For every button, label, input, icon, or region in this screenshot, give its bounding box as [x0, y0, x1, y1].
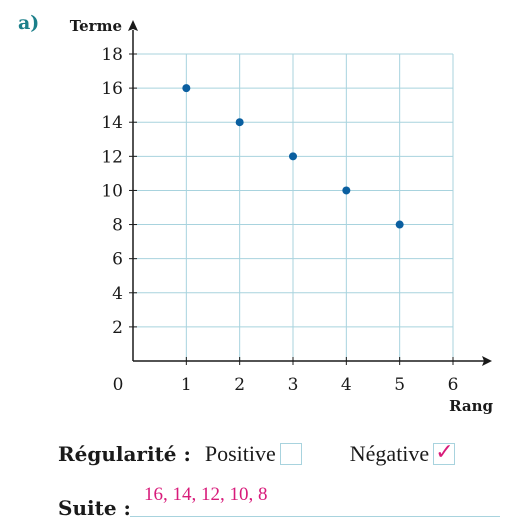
- y-tick-label: 2: [112, 318, 123, 338]
- y-tick-label: 8: [112, 216, 123, 236]
- negative-checkbox[interactable]: ✓: [433, 440, 456, 465]
- data-point: [289, 152, 297, 161]
- regularity-row: Régularité : Positive Négative ✓: [58, 438, 456, 470]
- x-axis-label: Rang: [449, 397, 493, 415]
- regularity-label: Régularité :: [58, 442, 191, 466]
- data-point: [182, 84, 191, 93]
- y-axis-arrow-icon: [128, 20, 138, 31]
- x-tick-label: 4: [341, 375, 352, 395]
- suite-value: 16, 14, 12, 10, 8: [144, 484, 268, 505]
- y-tick-label: 18: [101, 45, 123, 65]
- x-tick-label: 1: [181, 375, 192, 395]
- y-tick-label: 12: [101, 147, 123, 167]
- y-axis-label: Terme: [70, 17, 122, 35]
- x-tick-label: 2: [234, 375, 245, 395]
- data-point: [342, 186, 351, 195]
- suite-row: Suite : 16, 14, 12, 10, 8: [58, 482, 500, 522]
- positive-label: Positive: [204, 441, 276, 466]
- origin-label: 0: [113, 375, 124, 395]
- negative-label: Négative: [349, 441, 430, 466]
- x-tick-label: 3: [288, 375, 299, 395]
- y-tick-label: 14: [101, 113, 123, 133]
- x-axis-arrow-icon: [482, 356, 492, 366]
- y-tick-label: 16: [101, 79, 123, 99]
- negative-option[interactable]: Négative ✓: [349, 440, 456, 467]
- x-tick-label: 5: [394, 375, 405, 395]
- x-tick-label: 6: [448, 375, 459, 395]
- part-label: a): [18, 12, 40, 34]
- suite-label: Suite :: [58, 496, 131, 520]
- positive-checkbox[interactable]: [279, 443, 302, 465]
- y-tick-label: 6: [112, 250, 123, 270]
- checkmark-icon: ✓: [435, 440, 454, 465]
- suite-answer-line[interactable]: [130, 516, 500, 517]
- y-tick-label: 4: [112, 284, 123, 304]
- data-point: [235, 118, 244, 127]
- data-point: [395, 220, 404, 229]
- y-tick-label: 10: [101, 181, 123, 201]
- positive-option[interactable]: Positive: [205, 441, 302, 467]
